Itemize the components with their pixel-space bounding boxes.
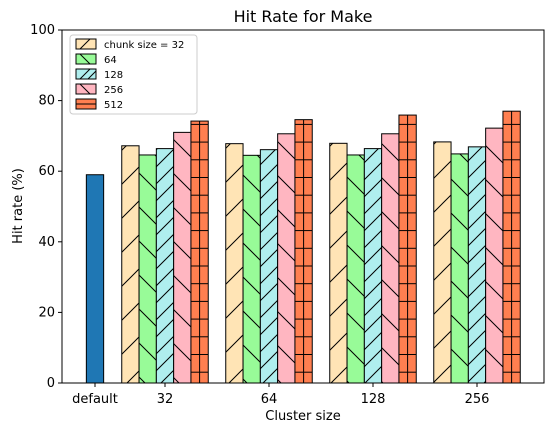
legend: chunk size = 32 64 128 256 512 <box>69 34 198 115</box>
legend-swatch-fill <box>76 69 96 79</box>
legend-swatch-fill <box>76 84 96 94</box>
bar-hatch-32-s3 <box>173 132 191 383</box>
legend-swatch <box>75 98 97 110</box>
y-tick-label: 40 <box>38 235 55 250</box>
y-tick-label: 0 <box>47 376 55 391</box>
y-axis-label: Hit rate (%) <box>11 168 26 244</box>
y-tick-label: 100 <box>30 23 55 38</box>
y-axis-ticks: 0 20 40 60 80 100 <box>30 23 62 391</box>
legend-frame <box>69 34 198 115</box>
legend-label: 512 <box>104 100 123 111</box>
legend-swatch <box>75 53 97 65</box>
x-tick-label: default <box>72 392 118 407</box>
legend-swatch-hatch <box>79 83 91 95</box>
chart-title: Hit Rate for Make <box>234 7 373 26</box>
legend-swatch <box>75 38 97 50</box>
bar-hatch-256-s3 <box>485 128 503 383</box>
legend-label: 128 <box>104 70 123 81</box>
bar-hatch-256-s1 <box>451 153 469 383</box>
legend-label: chunk size = 32 <box>104 40 184 51</box>
y-tick-label: 60 <box>38 164 55 179</box>
bar-hatch-128-s0 <box>329 143 348 383</box>
bar-hatch-256-s0 <box>433 141 452 383</box>
bar-hatch-64-s1 <box>243 155 261 383</box>
legend-label: 256 <box>104 85 123 96</box>
legend-label: 64 <box>104 55 117 66</box>
legend-swatch-hatch <box>87 70 97 80</box>
bar-hatch-32-s2 <box>156 148 174 383</box>
y-tick-label: 20 <box>38 305 55 320</box>
legend-swatch <box>75 83 97 95</box>
legend-swatch-fill <box>76 39 96 49</box>
x-tick-label: 256 <box>465 392 490 407</box>
bars-layer <box>85 110 521 384</box>
x-tick-label: 128 <box>361 392 386 407</box>
legend-swatch-hatch <box>79 38 91 50</box>
bar-hatch-256-s2 <box>468 146 486 383</box>
bar-hatch-64-s3 <box>277 133 295 383</box>
bar-default <box>85 174 105 384</box>
y-tick-label: 80 <box>38 94 55 109</box>
bar-hatch-64-s2 <box>260 149 278 383</box>
x-tick-label: 64 <box>261 392 278 407</box>
legend-swatch <box>75 68 97 80</box>
bar-hatch-32-s0 <box>121 145 140 383</box>
bar-hatch-64-s0 <box>225 143 244 383</box>
plot-frame <box>61 29 545 384</box>
bar-hatch-128-s1 <box>347 154 365 383</box>
bar-hatch-128-s3 <box>381 133 399 383</box>
legend-swatch-fill <box>76 54 96 64</box>
legend-swatch-hatch <box>79 68 91 80</box>
legend-swatch-hatch <box>79 53 91 65</box>
x-tick-label: 32 <box>157 392 174 407</box>
bar-hatch-128-s2 <box>364 148 382 383</box>
x-axis-label: Cluster size <box>265 409 340 424</box>
x-axis-ticks: default 32 64 128 256 <box>72 383 489 407</box>
bar-hatch-32-s1 <box>139 154 157 383</box>
